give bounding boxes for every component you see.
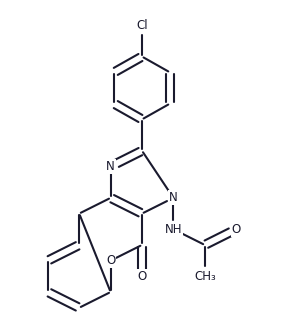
Text: O: O <box>106 254 115 267</box>
Text: N: N <box>169 191 178 204</box>
Text: Cl: Cl <box>136 19 148 32</box>
Text: O: O <box>231 223 241 236</box>
Text: CH₃: CH₃ <box>194 270 216 283</box>
Text: O: O <box>137 270 147 283</box>
Text: N: N <box>106 160 115 173</box>
Text: NH: NH <box>165 223 182 236</box>
